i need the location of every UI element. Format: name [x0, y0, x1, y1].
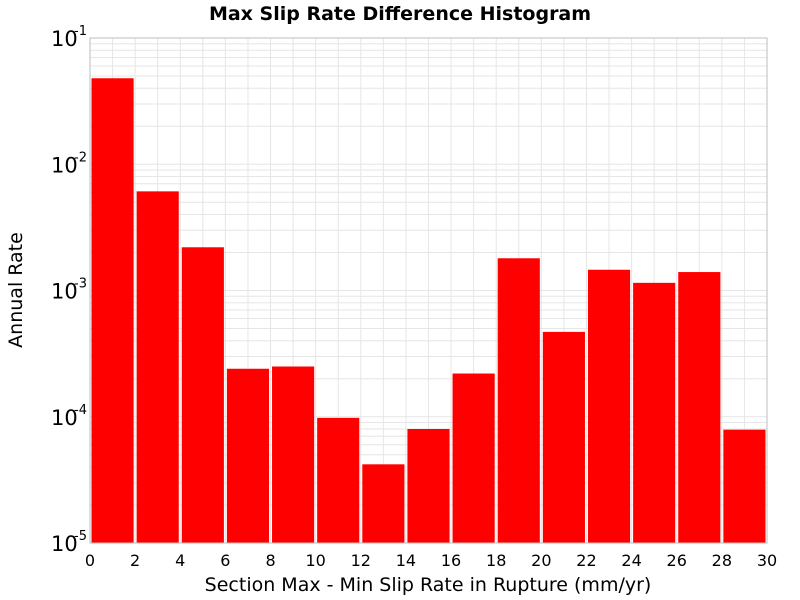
x-axis-ticks: 0 2 4 6 8 10 12 14 16 18 20 22 24 26 28 30	[85, 551, 777, 570]
y-tick-base: 10	[51, 406, 78, 430]
x-tick-label: 2	[130, 551, 140, 570]
x-tick-label: 20	[531, 551, 551, 570]
histogram-bar	[678, 272, 721, 543]
histogram-bar	[226, 368, 270, 543]
histogram-bar	[136, 191, 179, 543]
y-tick-label: 10-2	[51, 150, 87, 177]
bar-series	[91, 78, 766, 544]
histogram-bar	[362, 464, 405, 543]
x-tick-label: 0	[85, 551, 95, 570]
x-tick-label: 26	[667, 551, 687, 570]
x-tick-label: 4	[175, 551, 185, 570]
y-tick-exponent: -3	[74, 277, 87, 292]
y-tick-base: 10	[51, 27, 78, 51]
histogram-bar	[317, 417, 360, 543]
y-tick-label: 10-4	[51, 403, 87, 430]
y-axis-label: Annual Rate	[5, 232, 27, 348]
y-tick-base: 10	[51, 532, 78, 556]
y-tick-exponent: -2	[74, 150, 87, 165]
histogram-bar	[497, 258, 540, 543]
histogram-bar	[181, 247, 224, 543]
x-tick-label: 10	[305, 551, 325, 570]
histogram-bar	[91, 78, 134, 544]
chart-title: Max Slip Rate Difference Histogram	[209, 3, 591, 25]
y-tick-label: 10-1	[51, 24, 87, 51]
x-axis-label: Section Max - Min Slip Rate in Rupture (…	[205, 574, 652, 596]
y-tick-base: 10	[51, 153, 78, 177]
y-tick-exponent: -1	[74, 24, 87, 39]
y-tick-exponent: -5	[74, 529, 87, 544]
x-tick-label: 16	[441, 551, 461, 570]
histogram-bar	[633, 282, 676, 543]
x-tick-label: 30	[757, 551, 777, 570]
histogram-bar	[452, 373, 495, 543]
x-tick-label: 8	[265, 551, 275, 570]
x-tick-label: 24	[621, 551, 641, 570]
plot-frame	[89, 37, 768, 544]
x-tick-label: 22	[576, 551, 596, 570]
histogram-bar	[272, 366, 315, 543]
histogram-bar	[587, 269, 631, 543]
y-tick-label: 10-3	[51, 277, 87, 304]
x-tick-label: 14	[396, 551, 416, 570]
y-axis-ticks: 10-510-410-310-210-1	[51, 24, 87, 556]
histogram-bar	[407, 428, 450, 543]
x-tick-label: 6	[220, 551, 230, 570]
x-tick-label: 28	[712, 551, 732, 570]
y-tick-base: 10	[51, 280, 78, 304]
y-tick-label: 10-5	[51, 529, 87, 556]
x-tick-label: 18	[486, 551, 506, 570]
histogram-bar	[542, 331, 585, 543]
x-tick-label: 12	[351, 551, 371, 570]
y-tick-exponent: -4	[74, 403, 87, 418]
histogram-bar	[723, 429, 766, 543]
